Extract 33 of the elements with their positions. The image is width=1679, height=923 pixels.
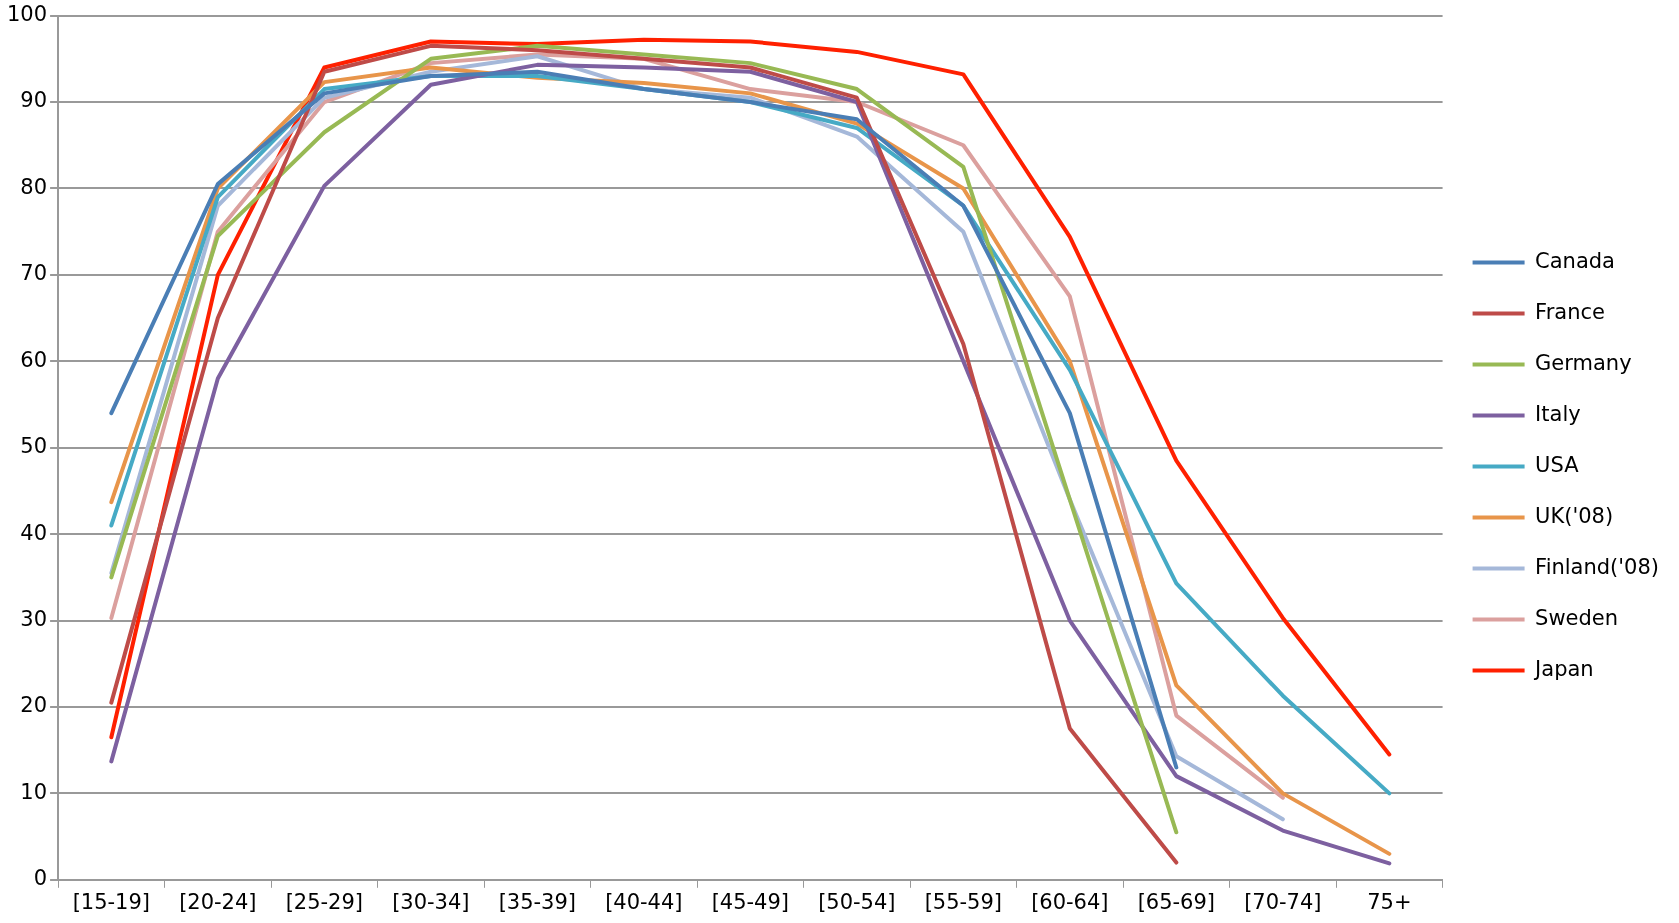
y-tick-label: 30 [20,606,48,631]
y-tick-label: 90 [20,88,48,113]
x-tick-label: [60-64] [1031,889,1109,914]
legend-label: Germany [1535,350,1632,375]
y-tick-label: 100 [6,2,48,27]
legend-label: UK('08) [1535,503,1614,528]
x-tick-label: [20-24] [179,889,257,914]
legend-label: Italy [1535,401,1581,426]
y-tick-label: 60 [20,347,48,372]
y-tick-label: 0 [33,866,48,891]
y-tick-label: 70 [20,261,48,286]
x-tick-label: [15-19] [72,889,151,914]
legend-label: Sweden [1535,605,1619,630]
x-tick-label: [40-44] [605,889,683,914]
x-tick-label: [65-69] [1137,889,1216,914]
x-tick-label: 75+ [1367,889,1412,914]
y-tick-label: 40 [20,520,48,545]
y-tick-label: 80 [20,174,48,199]
x-tick-label: [50-54] [818,889,896,914]
x-tick-label: [25-29] [285,889,364,914]
legend-label: USA [1535,452,1580,477]
legend-label: Japan [1533,656,1594,681]
x-tick-label: [45-49] [711,889,790,914]
legend-label: France [1535,299,1605,324]
legend-label: Canada [1535,248,1615,273]
x-tick-label: [55-59] [924,889,1003,914]
legend-label: Finland('08) [1535,554,1659,579]
x-tick-label: [35-39] [498,889,577,914]
x-tick-label: [70-74] [1244,889,1322,914]
y-tick-label: 10 [20,779,48,804]
x-tick-label: [30-34] [392,889,470,914]
y-tick-label: 20 [20,693,48,718]
y-tick-label: 50 [20,434,48,459]
